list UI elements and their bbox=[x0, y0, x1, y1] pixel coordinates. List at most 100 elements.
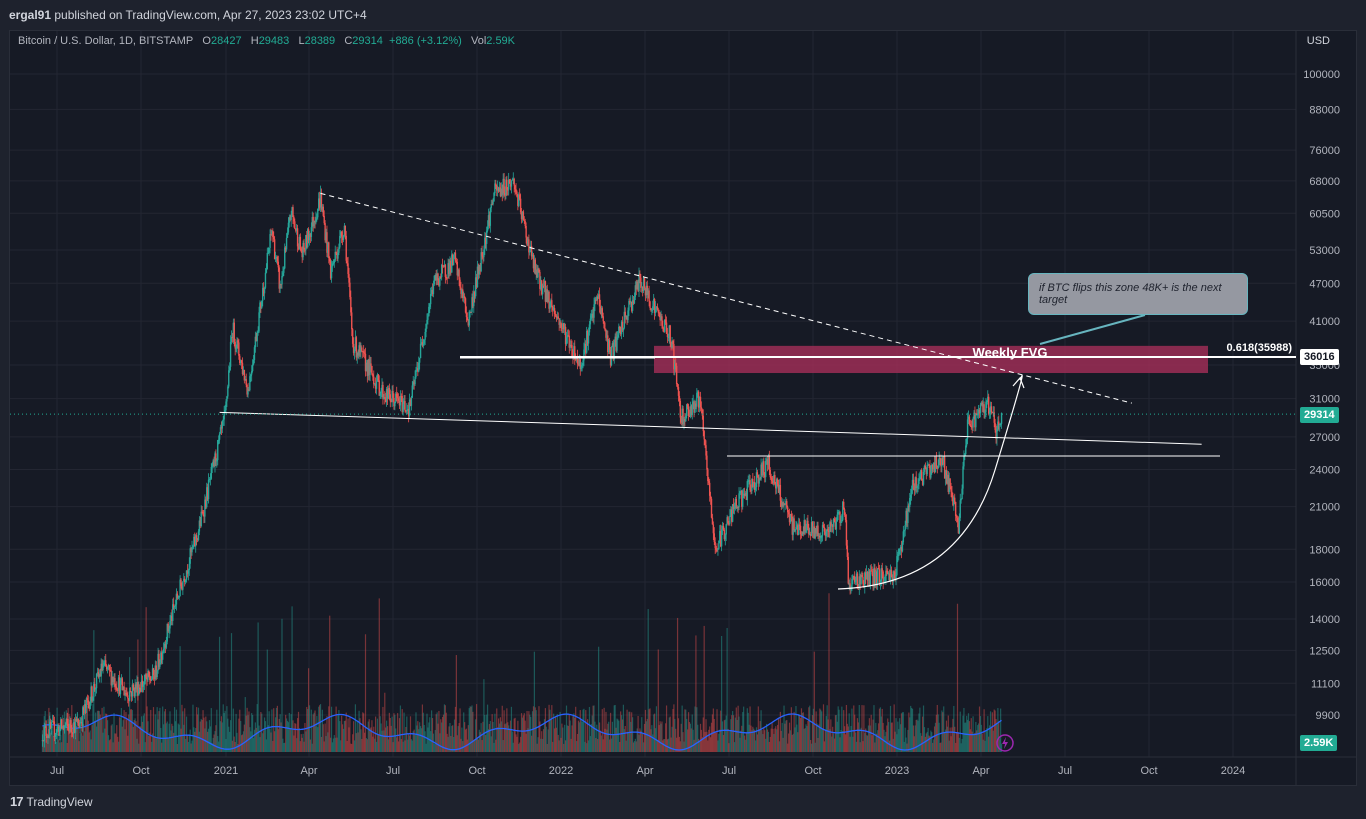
volume-bar bbox=[460, 738, 462, 752]
volume-bar bbox=[838, 709, 840, 752]
candle-body bbox=[235, 348, 237, 350]
volume-bar bbox=[537, 737, 539, 752]
volume-bar bbox=[513, 718, 515, 752]
candle-body bbox=[392, 390, 394, 398]
candle-body bbox=[541, 280, 543, 295]
volume-bar bbox=[817, 737, 819, 752]
volume-bar bbox=[963, 707, 965, 752]
candle-body bbox=[828, 530, 830, 532]
volume-bar bbox=[761, 730, 763, 752]
callout-note[interactable]: if BTC flips this zone 48K+ is the next … bbox=[1028, 273, 1248, 315]
volume-bar bbox=[933, 726, 936, 752]
volume-bar bbox=[899, 724, 902, 752]
volume-bar bbox=[691, 714, 693, 752]
candle-body bbox=[299, 236, 302, 249]
candle-body bbox=[183, 578, 186, 583]
candle-body bbox=[278, 267, 280, 289]
candle-body bbox=[394, 401, 396, 407]
candle-body bbox=[252, 359, 255, 365]
candle-body bbox=[809, 534, 812, 536]
volume-bar bbox=[272, 740, 274, 752]
volume-bar bbox=[615, 727, 617, 752]
symbol-title[interactable]: Bitcoin / U.S. Dollar, 1D, BITSTAMP bbox=[18, 35, 194, 47]
candle-body bbox=[733, 505, 736, 510]
candle-body bbox=[506, 179, 508, 190]
volume-bar bbox=[896, 734, 898, 752]
candle-body bbox=[626, 316, 628, 321]
volume-bar bbox=[504, 724, 506, 752]
candle-body bbox=[504, 192, 506, 196]
candle-body bbox=[633, 296, 636, 304]
y-tick-label: 9900 bbox=[1316, 710, 1340, 722]
volume-bar bbox=[989, 725, 991, 752]
volume-bar bbox=[568, 713, 570, 752]
volume-bar bbox=[953, 705, 955, 752]
volume-bar bbox=[979, 716, 982, 752]
candle-body bbox=[823, 527, 826, 532]
volume-bar bbox=[180, 728, 182, 752]
volume-bar bbox=[672, 709, 674, 752]
candle-body bbox=[738, 493, 740, 508]
candle-body bbox=[960, 499, 962, 501]
volume-bar bbox=[661, 721, 663, 752]
candle-body bbox=[607, 335, 609, 353]
footer-brand[interactable]: 17 TradingView bbox=[10, 792, 93, 812]
volume-bar bbox=[252, 737, 255, 752]
volume-bar bbox=[329, 615, 331, 752]
volume-bar bbox=[690, 728, 692, 752]
candle-body bbox=[943, 456, 946, 479]
candle-body bbox=[431, 289, 434, 295]
candle-body bbox=[296, 228, 299, 247]
events-lightning-icon[interactable] bbox=[996, 734, 1014, 752]
candle-body bbox=[509, 183, 512, 187]
volume-bar bbox=[436, 712, 438, 752]
candle-body bbox=[679, 400, 682, 418]
candle-body bbox=[748, 480, 750, 482]
candle-body bbox=[472, 297, 474, 307]
candle-body bbox=[268, 247, 270, 253]
volume-bar bbox=[162, 706, 164, 752]
candle-body bbox=[250, 374, 252, 377]
candle-body bbox=[513, 178, 515, 186]
volume-bar bbox=[399, 705, 401, 752]
candle-body bbox=[791, 516, 793, 535]
candle-body bbox=[540, 280, 542, 289]
candle-body bbox=[969, 424, 972, 426]
volume-bar bbox=[270, 732, 272, 752]
volume-bar bbox=[249, 727, 251, 752]
candle-body bbox=[360, 347, 362, 352]
volume-bar bbox=[84, 731, 86, 752]
volume-bar bbox=[133, 720, 135, 752]
volume-bar bbox=[536, 743, 538, 752]
candle-body bbox=[971, 426, 973, 428]
volume-bar bbox=[491, 714, 493, 752]
volume-bar bbox=[922, 705, 925, 752]
volume-bar bbox=[539, 721, 541, 752]
candle-body bbox=[593, 304, 595, 318]
volume-bar bbox=[151, 741, 153, 752]
candle-body bbox=[115, 686, 117, 688]
candle-body bbox=[943, 456, 945, 465]
candle-body bbox=[681, 408, 683, 423]
volume-bar bbox=[160, 727, 162, 752]
candle-body bbox=[643, 277, 646, 289]
volume-bar bbox=[281, 618, 283, 752]
candle-body bbox=[708, 481, 710, 483]
volume-bar bbox=[514, 717, 516, 752]
author-name[interactable]: ergal91 bbox=[9, 8, 52, 22]
candle-body bbox=[519, 198, 522, 213]
candle-body bbox=[172, 604, 174, 621]
candle-body bbox=[361, 347, 363, 351]
candle-body bbox=[109, 669, 112, 671]
volume-bar bbox=[829, 729, 831, 752]
y-tick-label: 11100 bbox=[1311, 678, 1340, 690]
candle-body bbox=[761, 464, 763, 476]
currency-label[interactable]: USD bbox=[1306, 35, 1330, 47]
volume-bar bbox=[847, 726, 849, 752]
candle-body bbox=[562, 323, 564, 329]
volume-bar bbox=[613, 705, 615, 752]
volume-bar bbox=[495, 739, 497, 752]
volume-bar bbox=[986, 728, 988, 752]
candle-body bbox=[146, 677, 148, 680]
